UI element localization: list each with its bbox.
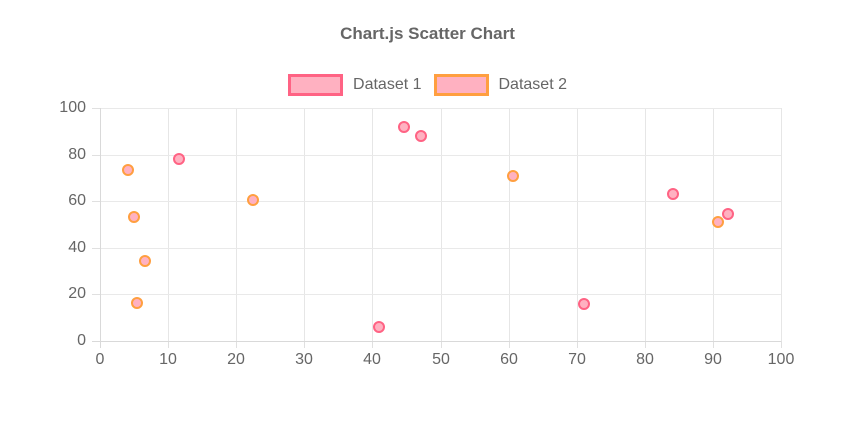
x-gridline [441,108,442,341]
scatter-point-dataset1[interactable] [172,153,185,166]
scatter-point-dataset2[interactable] [138,255,151,268]
x-gridline [781,108,782,341]
x-gridline [304,108,305,341]
x-gridline [577,108,578,341]
scatter-point-dataset2[interactable] [121,164,134,177]
scatter-point-dataset1[interactable] [666,187,679,200]
x-tick-label: 40 [363,351,381,368]
x-tick-label: 70 [568,351,586,368]
scatter-point-dataset1[interactable] [397,120,410,133]
x-axis-tick [713,341,714,348]
x-tick-label: 10 [159,351,177,368]
legend-label-dataset1: Dataset 1 [353,76,422,93]
scatter-point-dataset1[interactable] [721,207,734,220]
scatter-point-dataset2[interactable] [712,215,725,228]
y-axis-tick [92,248,100,249]
scatter-point-dataset1[interactable] [577,297,590,310]
y-tick-label: 40 [68,239,86,256]
y-gridline [100,155,781,156]
chart-title: Chart.js Scatter Chart [340,24,515,43]
scatter-point-dataset2[interactable] [507,170,520,183]
y-tick-label: 100 [59,99,86,116]
x-axis-tick [236,341,237,348]
chart-legend: Dataset 1 Dataset 2 [0,73,855,96]
x-gridline [372,108,373,341]
y-axis-tick [92,108,100,109]
y-gridline [100,201,781,202]
y-axis-tick [92,155,100,156]
x-axis-tick [372,341,373,348]
x-tick-label: 0 [95,351,105,368]
x-tick-label: 30 [295,351,313,368]
scatter-point-dataset1[interactable] [372,320,385,333]
legend-item-dataset1[interactable]: Dataset 1 [288,73,422,96]
x-axis-line [92,341,781,342]
x-gridline [168,108,169,341]
y-gridline [100,248,781,249]
legend-label-dataset2: Dataset 2 [498,76,567,93]
scatter-point-dataset1[interactable] [415,130,428,143]
scatter-point-dataset2[interactable] [131,296,144,309]
x-axis-tick [168,341,169,348]
x-axis-tick [645,341,646,348]
y-tick-label: 80 [68,146,86,163]
y-gridline [100,108,781,109]
x-axis-tick [577,341,578,348]
x-gridline [645,108,646,341]
x-tick-label: 60 [500,351,518,368]
x-axis-tick [441,341,442,348]
y-tick-label: 60 [68,192,86,209]
x-axis-tick [304,341,305,348]
x-tick-label: 100 [767,351,795,368]
y-tick-label: 0 [77,332,86,349]
legend-item-dataset2[interactable]: Dataset 2 [433,73,567,96]
legend-swatch-dataset1 [288,73,344,96]
y-tick-label: 20 [68,285,86,302]
y-gridline [100,294,781,295]
y-axis-tick [92,201,100,202]
scatter-point-dataset2[interactable] [246,194,259,207]
x-tick-label: 80 [636,351,654,368]
x-tick-label: 20 [227,351,245,368]
x-axis-tick [509,341,510,348]
y-axis-line [100,108,101,348]
x-tick-label: 90 [704,351,722,368]
x-axis-tick [781,341,782,348]
x-gridline [236,108,237,341]
legend-swatch-dataset2 [433,73,489,96]
x-gridline [509,108,510,341]
x-tick-label: 50 [432,351,450,368]
y-axis-tick [92,294,100,295]
scatter-point-dataset2[interactable] [128,210,141,223]
